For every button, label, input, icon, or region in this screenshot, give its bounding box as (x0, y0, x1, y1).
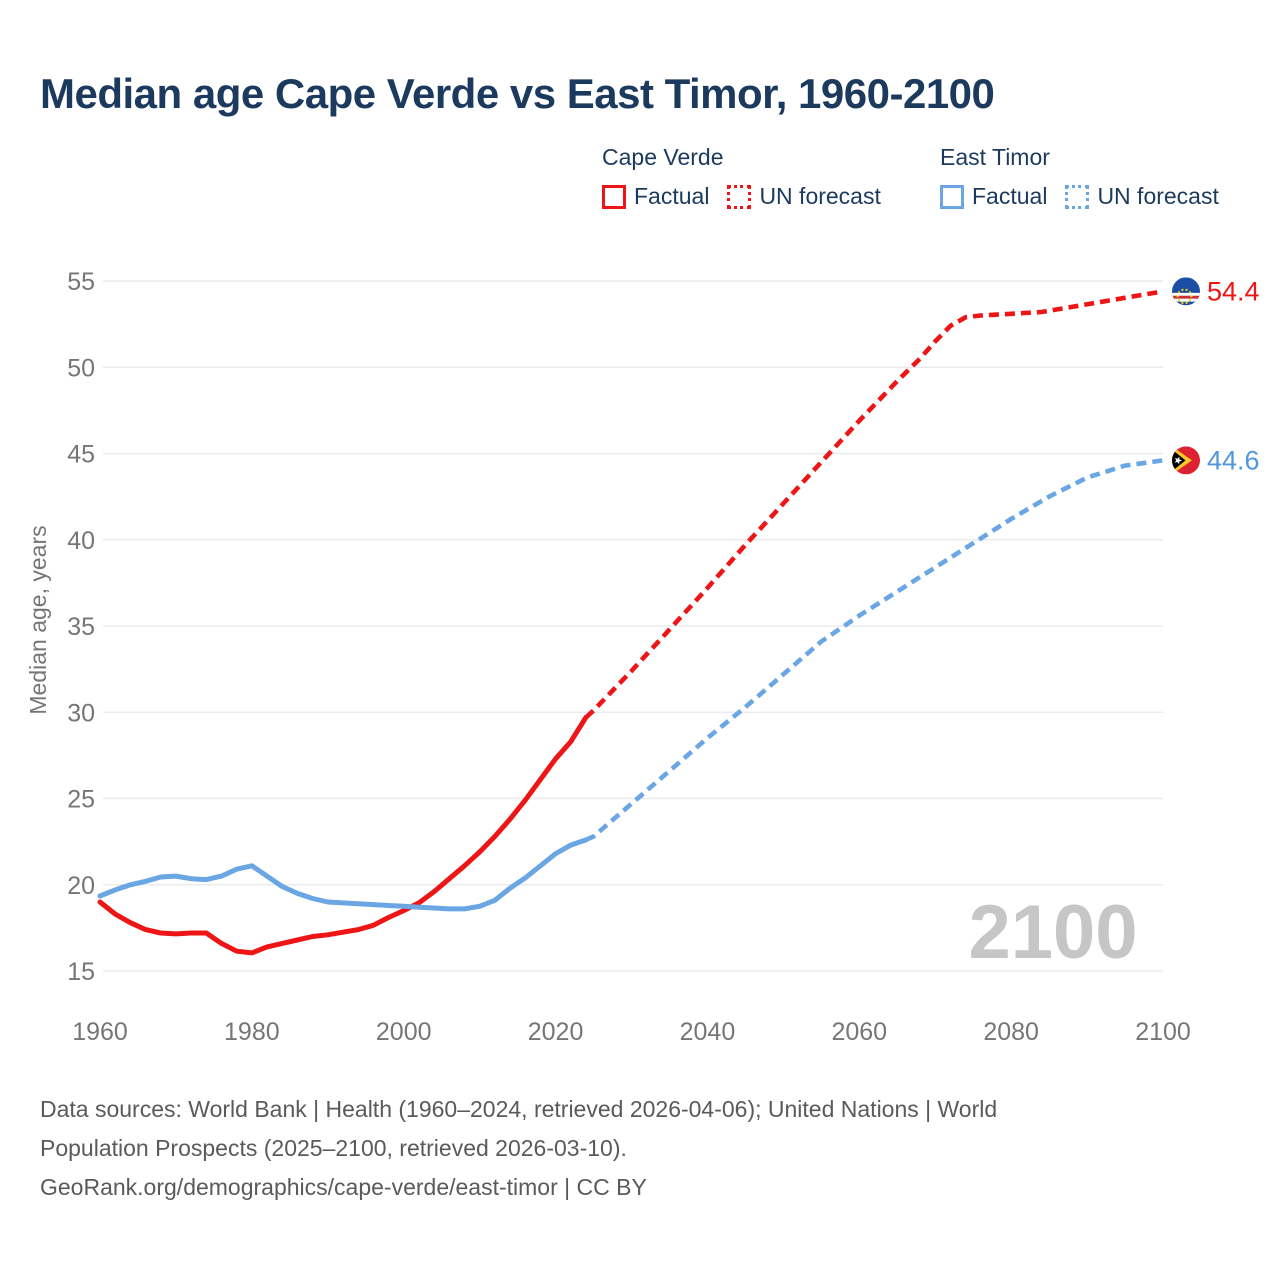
svg-text:25: 25 (67, 786, 95, 814)
svg-text:2060: 2060 (831, 1018, 887, 1046)
svg-text:2000: 2000 (376, 1018, 432, 1046)
watermark-year: 2100 (968, 890, 1137, 975)
svg-text:40: 40 (67, 527, 95, 555)
legend-item-factual: Factual (940, 183, 1047, 210)
x-axis-tick-labels: 1960 1980 2000 2020 2040 2060 2080 2100 (72, 1018, 1191, 1046)
y-axis-tick-labels: 55 50 45 40 35 30 25 20 15 (67, 268, 95, 986)
legend-item-label: UN forecast (1097, 183, 1219, 209)
y-axis-label: Median age, years (25, 525, 51, 714)
svg-text:35: 35 (67, 613, 95, 641)
legend-item-label: UN forecast (759, 183, 881, 209)
series-line-cape-verde-un-forecast (584, 289, 1164, 720)
svg-text:2020: 2020 (528, 1018, 584, 1046)
series-line-east-timor-un-forecast (584, 458, 1164, 842)
svg-text:50: 50 (67, 354, 95, 382)
svg-text:1980: 1980 (224, 1018, 280, 1046)
footer-line: Population Prospects (2025–2100, retriev… (40, 1135, 627, 1161)
svg-text:15: 15 (67, 958, 95, 986)
east-timor-flag-icon (1172, 446, 1200, 475)
legend-item-label: Factual (634, 183, 710, 209)
legend-heading: Cape Verde (602, 144, 724, 170)
end-value-label-cape-verde: 54.4 (1207, 276, 1260, 306)
svg-text:1960: 1960 (72, 1018, 128, 1046)
svg-text:55: 55 (67, 268, 95, 296)
end-value-label-east-timor: 44.6 (1207, 445, 1260, 475)
page-title: Median age Cape Verde vs East Timor, 196… (40, 70, 995, 117)
solid-line-swatch-icon (940, 184, 964, 209)
legend-group-east-timor: East Timor Factual UN forecast (940, 144, 1219, 210)
legend-item-factual: Factual (602, 183, 709, 210)
legend-item-un-forecast: UN forecast (727, 183, 881, 210)
dotted-line-swatch-icon (1065, 184, 1090, 209)
svg-text:2080: 2080 (983, 1018, 1039, 1046)
svg-text:2040: 2040 (680, 1018, 736, 1046)
series-line-east-timor-factual (97, 837, 589, 912)
svg-text:45: 45 (67, 441, 95, 469)
footer-link[interactable]: GeoRank.org/demographics/cape-verde/east… (40, 1174, 647, 1200)
solid-line-swatch-icon (602, 184, 626, 209)
footer-line: Data sources: World Bank | Health (1960–… (40, 1096, 998, 1122)
svg-text:20: 20 (67, 872, 95, 900)
legend-item-label: Factual (972, 183, 1048, 209)
cape-verde-flag-icon (1172, 277, 1200, 306)
gridlines (103, 280, 1163, 972)
legend-group-cape-verde: Cape Verde Factual UN forecast (602, 144, 881, 210)
legend-item-un-forecast: UN forecast (1065, 183, 1219, 210)
svg-text:30: 30 (67, 699, 95, 727)
legend-heading: East Timor (940, 144, 1050, 170)
svg-text:2100: 2100 (1135, 1018, 1191, 1046)
legend: Cape Verde Factual UN forecast East Timo… (0, 144, 1280, 224)
series-line-cape-verde-factual (97, 714, 589, 956)
dotted-line-swatch-icon (727, 184, 752, 209)
data-sources-footer: Data sources: World Bank | Health (1960–… (40, 1090, 1170, 1207)
